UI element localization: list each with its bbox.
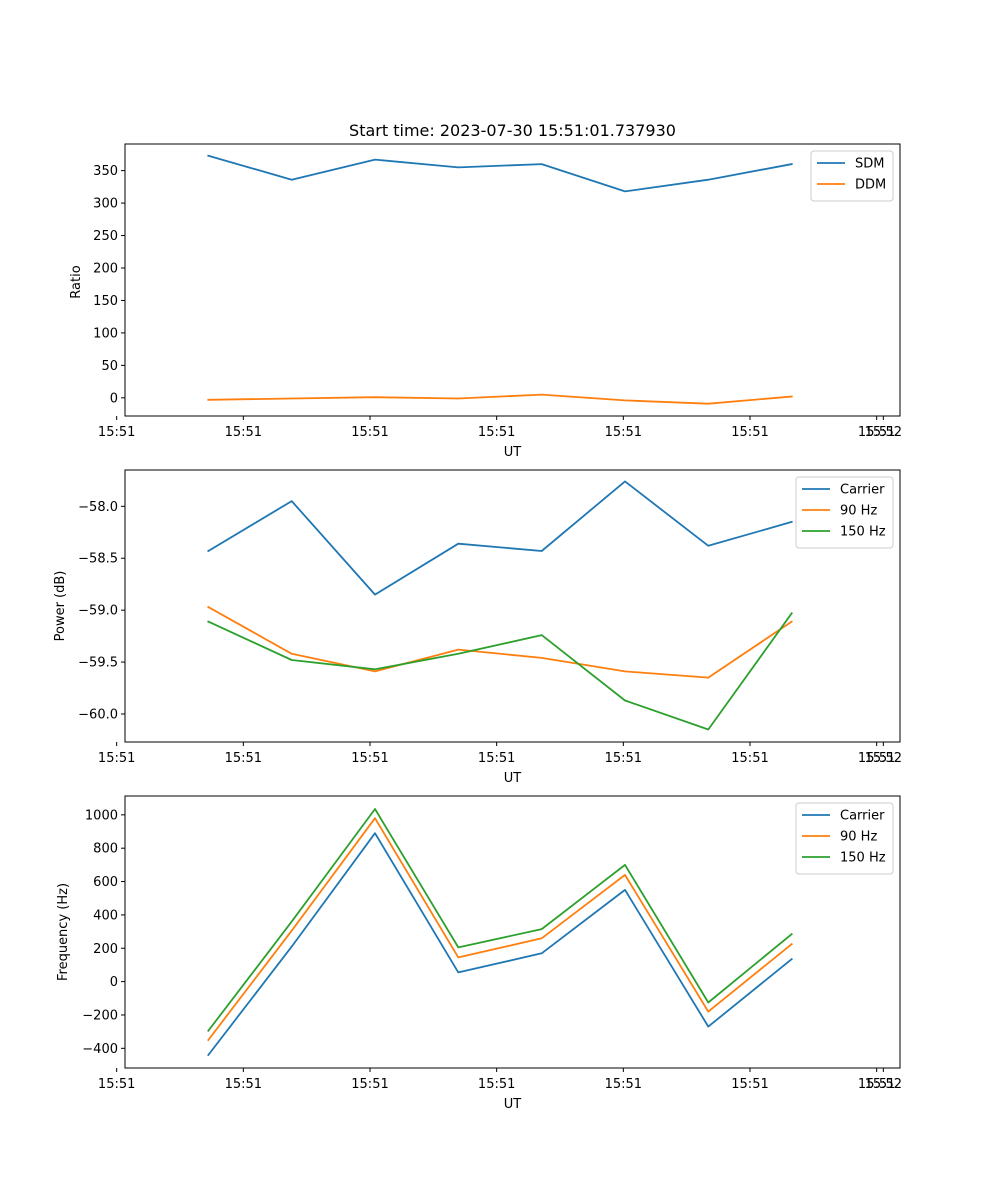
- frequency-series-lines: [207, 808, 793, 1057]
- y-tick-label: 350: [93, 164, 118, 179]
- series-line-90-hz: [207, 817, 793, 1042]
- legend-label: DDM: [855, 178, 886, 193]
- x-tick-label: 15:52: [865, 425, 902, 440]
- frequency-x-axis-label: UT: [504, 1097, 522, 1112]
- y-tick-label: −60.0: [78, 707, 118, 722]
- legend-label: 150 Hz: [840, 851, 886, 866]
- ratio-legend: SDM DDM: [810, 150, 894, 202]
- y-tick-label: 200: [93, 261, 118, 276]
- x-tick-label: 15:51: [225, 425, 262, 440]
- power-plot-area: [124, 469, 901, 743]
- ratio-plot-area: [124, 143, 901, 417]
- y-tick-label: 300: [93, 197, 118, 212]
- ratio-x-axis-label: UT: [504, 445, 522, 460]
- power-panel: −60.0−59.5−59.0−58.5−58.0 15:51 15:51 15:5…: [53, 469, 902, 786]
- x-tick-label: 15:51: [98, 1077, 135, 1092]
- x-tick-label: 15:51: [98, 751, 135, 766]
- x-tick-label: 15:51: [858, 751, 895, 766]
- y-tick-label: 800: [93, 842, 118, 857]
- legend-label: 90 Hz: [840, 504, 877, 519]
- x-tick-label: 15:51: [225, 1077, 262, 1092]
- y-tick-label: 250: [93, 229, 118, 244]
- x-tick-label: 15:52: [865, 751, 902, 766]
- y-tick-label: 400: [93, 908, 118, 923]
- y-tick-label: −58.0: [78, 500, 118, 515]
- y-tick-label: 1000: [85, 808, 118, 823]
- legend-label: 90 Hz: [840, 830, 877, 845]
- x-tick-label: 15:51: [731, 751, 768, 766]
- x-tick-label: 15:51: [225, 751, 262, 766]
- frequency-legend: Carrier 90 Hz 150 Hz: [795, 802, 894, 875]
- x-tick-label: 15:51: [98, 425, 135, 440]
- y-tick-label: 50: [101, 359, 118, 374]
- ratio-y-axis-label: Ratio: [69, 265, 84, 298]
- power-x-axis-label: UT: [504, 771, 522, 786]
- series-line-carrier: [207, 832, 793, 1057]
- power-y-axis-label: Power (dB): [53, 571, 68, 642]
- x-tick-label: 15:51: [351, 751, 388, 766]
- ratio-y-axis: 0 50 100 150 200 250 300 350: [93, 164, 125, 406]
- x-tick-label: 15:51: [605, 1077, 642, 1092]
- x-tick-label: 15:51: [605, 425, 642, 440]
- y-tick-label: −58.5: [78, 552, 118, 567]
- legend-label: SDM: [855, 157, 884, 172]
- power-legend: Carrier 90 Hz 150 Hz: [795, 476, 894, 549]
- y-tick-label: 100: [93, 326, 118, 341]
- y-tick-label: 150: [93, 294, 118, 309]
- x-tick-label: 15:51: [731, 1077, 768, 1092]
- x-tick-label: 15:51: [731, 425, 768, 440]
- power-y-axis: −60.0 −59.5 −59.0 −58.5 −58.0: [78, 500, 125, 722]
- x-tick-label: 15:51: [478, 1077, 515, 1092]
- x-tick-label: 15:51: [351, 425, 388, 440]
- ratio-panel: Start time: 2023-07-30 15:51:01.737930 0…: [69, 121, 902, 460]
- frequency-y-axis: −400 −200 0 200 400 600 800 1000: [82, 808, 125, 1057]
- ratio-series-lines: [207, 154, 793, 405]
- x-tick-label: 15:51: [858, 425, 895, 440]
- y-tick-label: 600: [93, 875, 118, 890]
- x-tick-label: 15:51: [351, 1077, 388, 1092]
- y-tick-label: 200: [93, 942, 118, 957]
- series-line-90-hz: [207, 605, 793, 679]
- series-line-sdm: [207, 154, 793, 193]
- legend-label: 150 Hz: [840, 525, 886, 540]
- series-line-150-hz: [207, 808, 793, 1033]
- power-series-lines: [207, 480, 793, 731]
- x-tick-label: 15:52: [865, 1077, 902, 1092]
- legend-label: Carrier: [840, 809, 885, 824]
- series-line-150-hz: [207, 612, 793, 731]
- x-tick-label: 15:51: [605, 751, 642, 766]
- y-tick-label: −59.0: [78, 604, 118, 619]
- legend-label: Carrier: [840, 483, 885, 498]
- x-tick-label: 15:51: [478, 751, 515, 766]
- y-tick-label: −59.5: [78, 656, 118, 671]
- chart-title: Start time: 2023-07-30 15:51:01.737930: [349, 121, 676, 140]
- series-line-carrier: [207, 480, 793, 596]
- y-tick-label: −400: [82, 1042, 118, 1057]
- frequency-plot-area: [124, 795, 901, 1069]
- y-tick-label: −200: [82, 1008, 118, 1023]
- y-tick-label: 0: [110, 975, 118, 990]
- x-tick-label: 15:51: [478, 425, 515, 440]
- series-line-ddm: [207, 393, 793, 405]
- y-tick-label: 0: [110, 391, 118, 406]
- frequency-y-axis-label: Frequency (Hz): [56, 883, 71, 981]
- x-tick-label: 15:51: [858, 1077, 895, 1092]
